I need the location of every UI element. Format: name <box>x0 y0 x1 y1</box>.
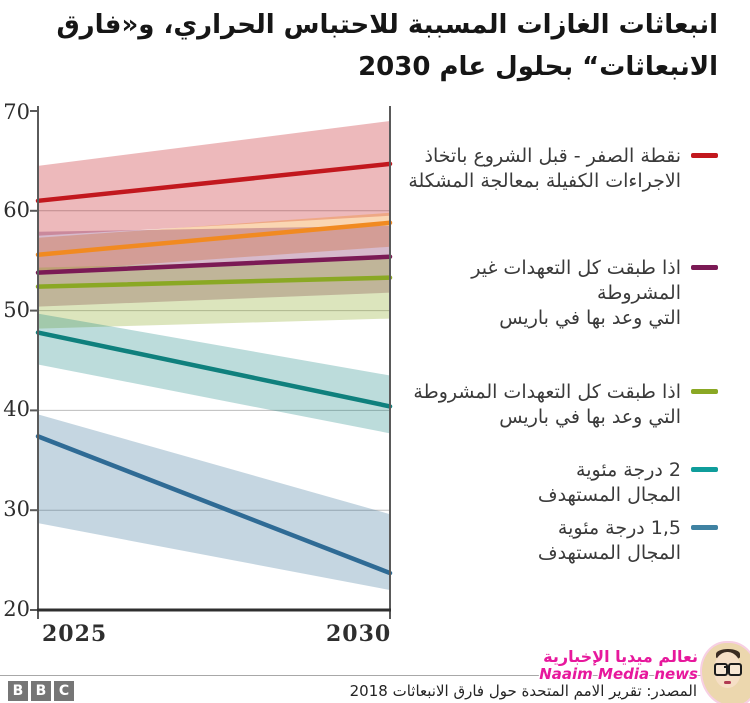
watermark-arabic-text: نعالم ميديا الإخبارية <box>543 647 698 666</box>
legend-swatch-red <box>691 153 718 158</box>
legend-item-conditional: اذا طبقت كل التعهدات المشروطة التي وعد ب… <box>413 380 718 430</box>
y-axis-label-70: 70 <box>3 100 30 124</box>
y-axis-label-40: 40 <box>3 397 30 421</box>
footer-divider <box>0 675 750 676</box>
x-axis-label-2025: 2025 <box>42 621 108 647</box>
legend-swatch-green <box>691 389 718 394</box>
source-credit: المصدر: تقرير الامم المتحدة حول فارق الا… <box>349 682 697 700</box>
avatar-glasses-bridge <box>724 666 730 668</box>
legend-label-baseline: نقطة الصفر - قبل الشروع باتخاذ الاجراءات… <box>408 145 681 192</box>
legend-item-one-point-five: 1,5 درجة مئوية المجال المستهدف <box>538 516 718 566</box>
legend-label-conditional: اذا طبقت كل التعهدات المشروطة التي وعد ب… <box>413 381 681 428</box>
avatar-glasses-left <box>714 663 728 676</box>
legend-item-two-degrees: 2 درجة مئوية المجال المستهدف <box>538 458 718 508</box>
watermark-latin-text: Naaim Media news <box>539 665 698 683</box>
legend-swatch-teal <box>691 467 718 472</box>
legend-label-two-degrees: 2 درجة مئوية المجال المستهدف <box>537 459 681 506</box>
page-title: انبعاثات الغازات المسببة للاحتباس الحرار… <box>0 4 718 88</box>
legend-label-unconditional: اذا طبقت كل التعهدات غير المشروطة التي و… <box>471 257 681 329</box>
bbc-logo: B B C <box>8 681 74 701</box>
y-axis-label-30: 30 <box>3 497 30 521</box>
y-axis-label-20: 20 <box>3 597 30 621</box>
legend-item-unconditional: اذا طبقت كل التعهدات غير المشروطة التي و… <box>471 256 718 331</box>
bbc-logo-letter-b2: B <box>31 681 51 701</box>
bbc-logo-letter-c: C <box>54 681 74 701</box>
legend-swatch-purple <box>691 265 718 270</box>
page-title-line2: الانبعاثات“ بحلول عام 2030 <box>358 52 718 82</box>
chart-legend: نقطة الصفر - قبل الشروع باتخاذ الاجراءات… <box>398 100 750 623</box>
avatar-mouth <box>724 681 731 684</box>
x-axis-label-2030: 2030 <box>326 621 392 647</box>
legend-item-baseline: نقطة الصفر - قبل الشروع باتخاذ الاجراءات… <box>408 144 718 194</box>
legend-swatch-blue <box>691 525 718 530</box>
y-axis-label-60: 60 <box>3 198 30 222</box>
page-title-line1: انبعاثات الغازات المسببة للاحتباس الحرار… <box>56 10 718 40</box>
legend-label-one-point-five: 1,5 درجة مئوية المجال المستهدف <box>537 517 681 564</box>
avatar-glasses-right <box>728 663 742 676</box>
bbc-logo-letter-b1: B <box>8 681 28 701</box>
y-axis-label-50: 50 <box>3 298 30 322</box>
watermark-avatar <box>700 641 750 703</box>
